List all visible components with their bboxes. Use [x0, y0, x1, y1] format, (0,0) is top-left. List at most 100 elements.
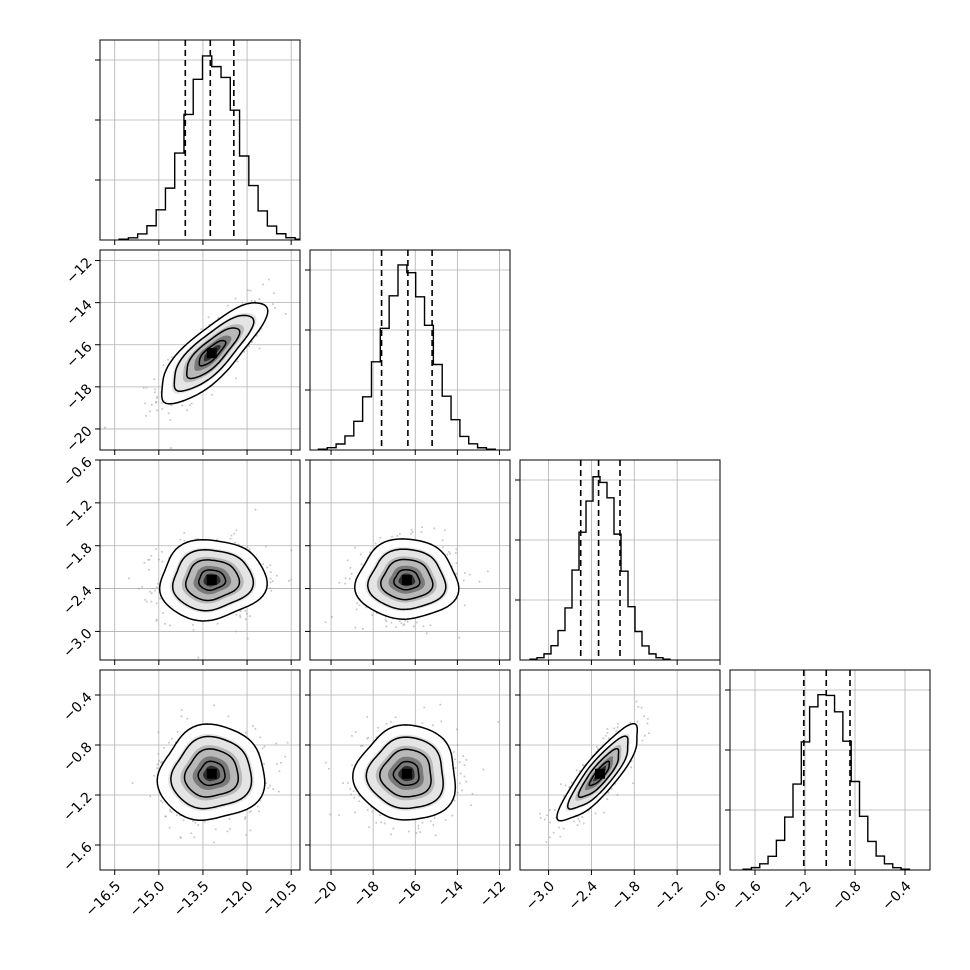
sample-point	[272, 788, 275, 791]
sample-point	[412, 625, 415, 628]
sample-point	[354, 730, 357, 733]
sample-point	[439, 703, 442, 706]
sample-point	[286, 741, 289, 744]
y-tick-label: −3.0	[60, 626, 95, 661]
sample-point	[150, 403, 153, 406]
sample-point	[193, 836, 196, 839]
sample-point	[190, 402, 193, 405]
sample-point	[455, 562, 458, 565]
sample-point	[468, 573, 471, 576]
sample-point	[606, 732, 609, 734]
sample-point	[398, 532, 401, 535]
sample-point	[168, 826, 171, 829]
panel-frame-3-0	[99, 669, 301, 871]
sample-point	[596, 748, 599, 751]
sample-point	[162, 612, 165, 615]
sample-point	[213, 704, 216, 707]
sample-point	[269, 581, 272, 584]
sample-point	[191, 820, 194, 823]
x-tick-label: −1.2	[779, 878, 814, 913]
sample-point	[348, 577, 351, 580]
sample-point	[342, 782, 345, 785]
sample-point	[446, 553, 449, 556]
sample-point	[453, 799, 456, 802]
y-tick-label: −0.4	[60, 689, 95, 724]
sample-point	[245, 834, 248, 836]
x-tick-label: −0.8	[829, 878, 864, 913]
sample-point	[279, 761, 282, 764]
sample-point	[179, 538, 182, 541]
contour-line-1	[173, 314, 255, 392]
sample-point	[247, 289, 249, 292]
sample-point	[371, 810, 374, 813]
sample-point	[145, 386, 148, 389]
panel-frame-2-0	[99, 459, 301, 661]
sample-point	[482, 768, 485, 771]
sample-point	[355, 608, 358, 611]
contour-line-3	[393, 568, 421, 591]
sample-point	[353, 811, 356, 814]
y-tick-label: −12	[63, 255, 95, 287]
sample-point	[189, 404, 191, 407]
scatter-panel-3-1	[310, 670, 510, 870]
sample-point	[458, 636, 461, 639]
scatter-panel-1-0	[100, 250, 300, 450]
sample-point	[453, 758, 456, 761]
x-tick-label: −2.4	[566, 878, 601, 913]
sample-point	[375, 821, 378, 824]
y-tick-label: −16	[63, 339, 95, 371]
sample-point	[164, 622, 166, 625]
x-tick-label: −15.0	[127, 878, 169, 920]
contour-line-1	[171, 549, 255, 612]
sample-point	[213, 841, 216, 844]
sample-point	[269, 577, 272, 580]
sample-point	[192, 628, 195, 631]
sample-point	[274, 306, 276, 309]
sample-point	[385, 620, 388, 623]
sample-point	[606, 798, 609, 801]
sample-point	[390, 833, 392, 836]
sample-point	[243, 817, 246, 820]
sample-point	[358, 604, 361, 607]
sample-point	[235, 613, 238, 616]
sample-point	[137, 587, 140, 590]
sample-point	[361, 627, 364, 630]
x-tick-label: −14	[435, 878, 467, 910]
sample-point	[228, 818, 231, 820]
sample-point	[431, 724, 434, 727]
contour-line-0	[352, 724, 457, 821]
sample-point	[284, 312, 287, 315]
sample-point	[637, 705, 640, 708]
sample-point	[155, 619, 158, 622]
sample-point	[262, 563, 265, 566]
sample-point	[459, 772, 462, 775]
x-tick-label: −12	[477, 878, 509, 910]
sample-point	[636, 720, 639, 723]
sample-point	[331, 615, 333, 618]
sample-point	[389, 720, 392, 723]
sample-point	[258, 347, 261, 350]
sample-point	[160, 760, 163, 763]
panel-frame-1-1	[309, 249, 511, 451]
sample-point	[272, 303, 274, 306]
sample-point	[548, 809, 551, 811]
sample-point	[324, 621, 327, 624]
histogram-step-0	[118, 55, 300, 240]
sample-point	[227, 715, 230, 718]
sample-point	[379, 814, 381, 817]
sample-point	[545, 841, 548, 844]
scatter-panel-3-0	[100, 670, 300, 870]
sample-point	[552, 831, 555, 834]
sample-point	[374, 542, 377, 545]
x-tick-label: −18	[351, 878, 383, 910]
sample-point	[175, 814, 178, 817]
sample-point	[616, 726, 619, 729]
sample-point	[641, 739, 644, 742]
sample-point	[354, 546, 357, 549]
contour-line-1	[365, 736, 444, 810]
sample-point	[359, 553, 362, 556]
sample-point	[616, 793, 619, 796]
sample-point	[275, 742, 278, 745]
sample-point	[463, 604, 466, 607]
sample-point	[256, 805, 259, 808]
